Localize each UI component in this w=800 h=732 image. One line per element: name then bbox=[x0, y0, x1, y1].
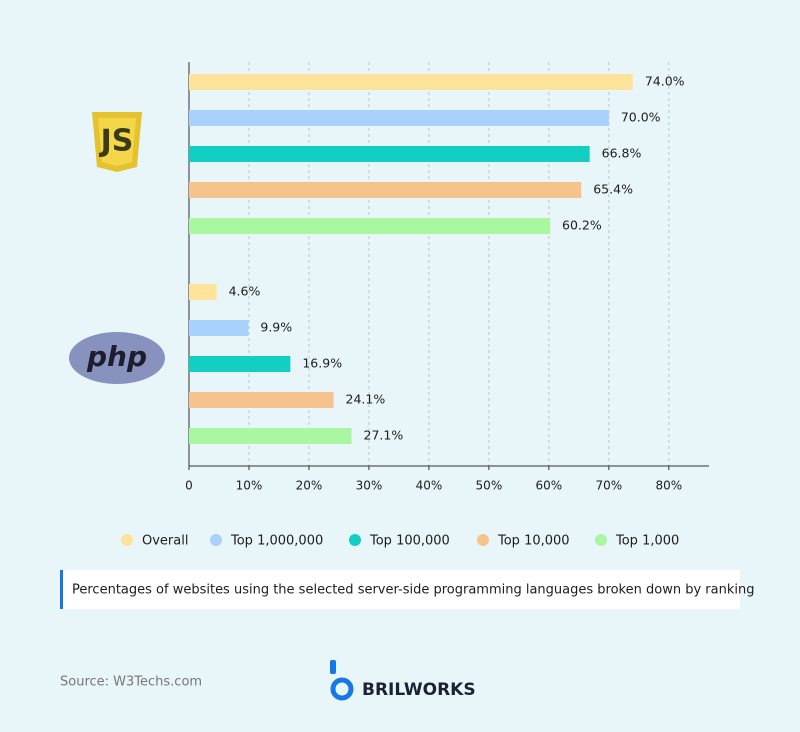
bar bbox=[189, 218, 551, 234]
bar bbox=[189, 74, 633, 90]
js-logo-text: JS bbox=[99, 124, 134, 159]
legend-marker bbox=[477, 534, 489, 546]
bar bbox=[189, 356, 291, 372]
x-tick-label: 20% bbox=[296, 479, 323, 493]
value-label: 65.4% bbox=[593, 182, 633, 197]
x-tick-label: 0 bbox=[185, 479, 193, 493]
x-tick-label: 10% bbox=[236, 479, 263, 493]
value-label: 60.2% bbox=[562, 218, 602, 233]
brand-logo bbox=[330, 677, 354, 701]
legend-marker bbox=[121, 534, 133, 546]
legend-marker bbox=[595, 534, 607, 546]
brand-logo bbox=[330, 660, 336, 674]
x-tick-label: 70% bbox=[596, 479, 623, 493]
bar bbox=[189, 110, 609, 126]
php-logo-text: php bbox=[86, 340, 147, 373]
bar bbox=[189, 428, 352, 444]
legend-marker bbox=[210, 534, 222, 546]
legend-label: Top 10,000 bbox=[497, 534, 570, 549]
value-label: 74.0% bbox=[645, 74, 685, 89]
x-tick-label: 30% bbox=[356, 479, 383, 493]
caption-box bbox=[60, 570, 740, 609]
bar bbox=[189, 392, 334, 408]
value-label: 70.0% bbox=[621, 110, 661, 125]
source: Source: W3Techs.com bbox=[60, 675, 202, 690]
x-tick-label: 60% bbox=[536, 479, 563, 493]
value-label: 24.1% bbox=[346, 392, 386, 407]
x-tick-label: 40% bbox=[416, 479, 443, 493]
legend-marker bbox=[349, 534, 361, 546]
value-label: 16.9% bbox=[302, 356, 342, 371]
value-label: 66.8% bbox=[602, 146, 642, 161]
value-label: 27.1% bbox=[364, 428, 404, 443]
bar bbox=[189, 146, 590, 162]
bar bbox=[189, 284, 217, 300]
x-tick-label: 50% bbox=[476, 479, 503, 493]
value-label: 4.6% bbox=[229, 284, 261, 299]
bar bbox=[189, 320, 249, 336]
legend-label: Overall bbox=[142, 534, 188, 549]
legend-label: Top 100,000 bbox=[369, 534, 450, 549]
brand: BRILWORKS bbox=[362, 680, 476, 700]
bar bbox=[189, 182, 582, 198]
php-logo bbox=[69, 332, 165, 384]
x-tick-label: 80% bbox=[655, 479, 682, 493]
js-logo-inner bbox=[98, 118, 136, 166]
caption: Percentages of websites using the select… bbox=[72, 583, 754, 598]
value-label: 9.9% bbox=[260, 320, 292, 335]
legend-label: Top 1,000 bbox=[615, 534, 679, 549]
caption-accent bbox=[60, 570, 63, 609]
legend-label: Top 1,000,000 bbox=[230, 534, 323, 549]
